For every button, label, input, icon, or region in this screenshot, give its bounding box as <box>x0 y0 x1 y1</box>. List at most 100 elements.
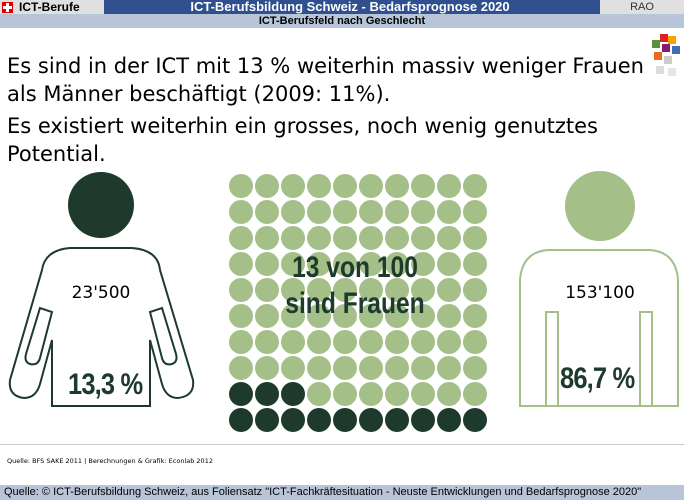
women-percent: 13,3 % <box>68 368 143 401</box>
dot-man <box>333 382 357 406</box>
dot-man <box>463 278 487 302</box>
swiss-cross-icon <box>2 1 13 13</box>
people-figures <box>8 171 679 407</box>
dot-man <box>385 174 409 198</box>
dot-man <box>359 226 383 250</box>
dot-man <box>437 200 461 224</box>
dot-man <box>359 382 383 406</box>
dot-man <box>411 304 435 328</box>
dot-man <box>307 278 331 302</box>
dot-man <box>437 252 461 276</box>
dot-man <box>411 330 435 354</box>
dot-man <box>359 174 383 198</box>
dot-man <box>359 200 383 224</box>
dot-man <box>359 252 383 276</box>
dot-man <box>229 200 253 224</box>
dot-woman <box>281 408 305 432</box>
dot-man <box>411 252 435 276</box>
dot-man <box>255 252 279 276</box>
dot-man <box>333 278 357 302</box>
divider <box>0 444 684 445</box>
grid-label-line-1: 13 von 100 <box>292 251 418 284</box>
dot-man <box>281 174 305 198</box>
dot-man <box>307 382 331 406</box>
dot-man <box>255 174 279 198</box>
dot-man <box>281 330 305 354</box>
dot-man <box>437 226 461 250</box>
headline-line-1: Es sind in der ICT mit 13 % weiterhin ma… <box>7 54 644 106</box>
dot-man <box>333 226 357 250</box>
footer-source: Quelle: © ICT-Berufsbildung Schweiz, aus… <box>0 485 684 500</box>
dot-man <box>307 330 331 354</box>
dot-man <box>281 278 305 302</box>
dot-man <box>463 382 487 406</box>
dot-woman <box>229 382 253 406</box>
dot-man <box>229 356 253 380</box>
dot-woman <box>281 382 305 406</box>
dot-man <box>307 304 331 328</box>
dot-man <box>437 174 461 198</box>
dot-man <box>359 330 383 354</box>
dot-man <box>411 200 435 224</box>
dot-man <box>307 174 331 198</box>
dot-man <box>385 226 409 250</box>
dot-man <box>437 330 461 354</box>
source-note: Quelle: BFS SAKE 2011 | Berechnungen & G… <box>7 457 213 465</box>
slide-title: ICT-Berufsbildung Schweiz - Bedarfsprogn… <box>190 0 510 14</box>
dot-grid <box>229 174 489 436</box>
dot-man <box>437 304 461 328</box>
dot-man <box>229 252 253 276</box>
dot-man <box>385 356 409 380</box>
woman-body-icon <box>8 247 195 407</box>
dot-man <box>359 356 383 380</box>
dot-man <box>385 278 409 302</box>
dot-woman <box>255 408 279 432</box>
dot-man <box>463 356 487 380</box>
dot-man <box>255 278 279 302</box>
dot-man <box>463 174 487 198</box>
dot-woman <box>229 408 253 432</box>
dot-man <box>359 278 383 302</box>
man-head-icon <box>565 171 635 241</box>
dot-man <box>385 330 409 354</box>
dot-man <box>437 278 461 302</box>
dot-woman <box>385 408 409 432</box>
slide-subtitle: ICT-Berufsfeld nach Geschlecht <box>0 14 684 28</box>
dot-woman <box>307 408 331 432</box>
grid-label: 13 von 100 sind Frauen <box>269 250 441 322</box>
dot-woman <box>255 382 279 406</box>
dot-man <box>333 174 357 198</box>
men-percent: 86,7 % <box>560 362 635 395</box>
corner-pixel-logo <box>652 34 680 76</box>
dot-man <box>281 226 305 250</box>
dot-man <box>359 304 383 328</box>
dot-man <box>255 226 279 250</box>
ict-berufe-logo: ICT-Berufe <box>0 0 104 14</box>
dot-man <box>333 304 357 328</box>
dot-man <box>229 304 253 328</box>
grid-label-line-2: sind Frauen <box>285 287 425 320</box>
dot-woman <box>411 408 435 432</box>
dot-man <box>411 278 435 302</box>
dot-man <box>229 278 253 302</box>
dot-man <box>281 200 305 224</box>
dot-man <box>229 330 253 354</box>
dot-woman <box>333 408 357 432</box>
headline-text: Es sind in der ICT mit 13 % weiterhin ma… <box>7 52 647 168</box>
dot-man <box>411 356 435 380</box>
dot-man <box>307 356 331 380</box>
dot-man <box>307 200 331 224</box>
dot-man <box>255 330 279 354</box>
title-bar: ICT-Berufe ICT-Berufsbildung Schweiz - B… <box>0 0 684 14</box>
dot-man <box>229 174 253 198</box>
dot-man <box>255 356 279 380</box>
dot-man <box>437 356 461 380</box>
logo-label: ICT-Berufe <box>19 0 80 14</box>
dot-man <box>463 226 487 250</box>
dot-man <box>307 252 331 276</box>
dot-man <box>463 252 487 276</box>
dot-man <box>281 356 305 380</box>
dot-man <box>463 330 487 354</box>
dot-man <box>463 200 487 224</box>
women-count: 23'500 <box>71 283 131 303</box>
